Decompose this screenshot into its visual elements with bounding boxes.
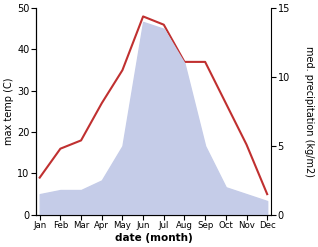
Y-axis label: med. precipitation (kg/m2): med. precipitation (kg/m2) <box>304 46 314 177</box>
Y-axis label: max temp (C): max temp (C) <box>4 78 14 145</box>
X-axis label: date (month): date (month) <box>114 233 192 243</box>
